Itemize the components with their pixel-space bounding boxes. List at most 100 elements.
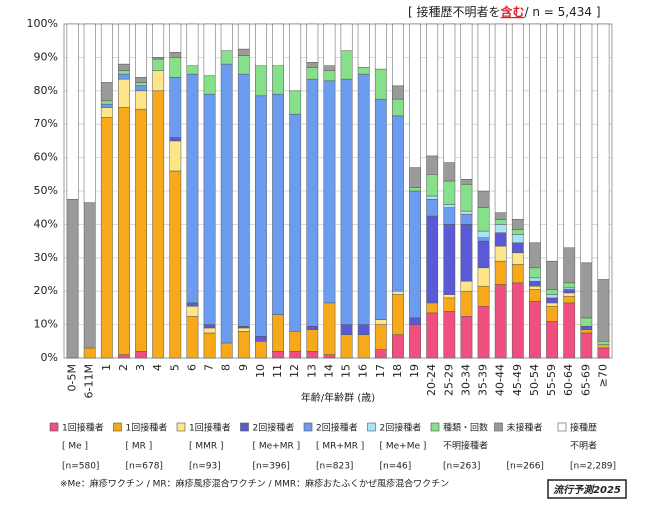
chart-title: [ 接種歴不明者を含む/ n = 5,434 ] <box>408 4 601 19</box>
bar-segment <box>494 219 507 225</box>
legend-detail: 不明接種者 <box>443 440 488 452</box>
bar-segment <box>494 245 507 262</box>
bar-segment <box>237 331 250 359</box>
bar-segment <box>255 65 267 97</box>
bar-segment <box>83 202 96 349</box>
legend-label: 接種歴 <box>570 422 597 434</box>
bar-segment <box>529 267 541 279</box>
bar-segment <box>443 23 456 163</box>
footnote: ※Me：麻疹ワクチン / MR：麻疹風疹混合ワクチン / MMR：麻疹おたふくか… <box>60 478 449 490</box>
legend-swatch <box>557 422 567 432</box>
bar-segment <box>100 107 113 118</box>
legend-swatch <box>303 422 313 432</box>
bar-segment <box>100 117 113 359</box>
legend-detail: [ MMR ] <box>189 442 224 452</box>
x-tick-label: 9 <box>237 364 250 371</box>
bar-segment <box>477 267 490 287</box>
bar-segment <box>563 295 576 304</box>
bar-segment <box>374 324 387 350</box>
x-tick-label: 6-11M <box>83 364 96 398</box>
x-tick-label: 19 <box>408 364 421 378</box>
bar-segment <box>186 305 199 317</box>
bar-segment <box>460 280 473 292</box>
bar-segment <box>477 23 490 192</box>
bar-segment <box>186 302 199 307</box>
bar-segment <box>477 240 490 269</box>
y-tick-label: 40% <box>34 217 58 230</box>
bar-segment <box>203 75 216 95</box>
bar-segment <box>546 260 558 290</box>
bar-segment <box>511 23 524 220</box>
bar-segment <box>135 351 147 359</box>
bar-segment <box>118 70 130 75</box>
bar-segment <box>563 289 576 294</box>
bar-segment <box>237 73 250 327</box>
bar-segment <box>203 327 216 334</box>
x-tick-label: 20-24 <box>425 364 438 396</box>
bar-segment <box>152 70 165 92</box>
bar-segment <box>511 264 524 284</box>
bar-segment <box>409 317 421 325</box>
legend-detail: [ Me ] <box>62 442 88 452</box>
legend-label: 2回接種者 <box>316 422 358 434</box>
legend-n: [n=2,289] <box>570 462 616 472</box>
x-tick-label: 45-49 <box>511 364 524 396</box>
bar-segment <box>186 316 199 359</box>
x-tick-label: 25-29 <box>442 364 455 396</box>
bar-segment <box>426 312 439 359</box>
bar-segment <box>306 23 319 63</box>
legend-detail: [ MR ] <box>126 442 153 452</box>
legend-n: [n=46] <box>380 462 412 472</box>
y-tick-label: 60% <box>34 151 58 164</box>
bar-segment <box>186 23 199 66</box>
x-tick-label: 60-64 <box>562 364 575 396</box>
legend-label: 未接種者 <box>507 422 543 434</box>
bar-segment <box>169 57 182 78</box>
legend-swatch <box>176 422 186 432</box>
bar-segment <box>272 93 284 315</box>
bar-segment <box>169 77 182 138</box>
bar-segment <box>100 82 113 102</box>
bar-segment <box>563 23 576 249</box>
bar-segment <box>83 347 96 359</box>
bar-segment <box>237 326 250 329</box>
legend-label: 1回接種者 <box>126 422 168 434</box>
bar-segment <box>374 23 387 70</box>
bar-segment <box>340 23 353 51</box>
bar-segment <box>135 77 147 83</box>
y-tick-label: 80% <box>34 84 58 97</box>
bar-segment <box>374 349 387 359</box>
legend-detail: [ MR+MR ] <box>316 442 364 452</box>
legend-swatch <box>367 422 376 432</box>
bar-segment <box>392 334 404 359</box>
bar-segment <box>289 23 302 92</box>
x-tick-label: 13 <box>305 364 318 378</box>
bar-segment <box>289 331 302 352</box>
bar-segment <box>494 232 507 247</box>
legend-detail: [ Me+MR ] <box>253 442 301 452</box>
bar-segment <box>289 351 302 359</box>
y-tick-label: 90% <box>34 50 58 63</box>
bar-segment <box>272 351 284 359</box>
x-tick-label: 12 <box>288 364 301 378</box>
x-tick-label: 30-34 <box>459 364 472 396</box>
bar-segment <box>118 63 130 72</box>
x-tick-label: 3 <box>134 364 147 371</box>
bar-segment <box>306 62 319 68</box>
legend-detail: [ Me+Me ] <box>380 442 427 452</box>
legend-n: [n=396] <box>253 462 290 472</box>
x-tick-label: ≥70 <box>596 364 609 387</box>
bar-segment <box>340 78 353 325</box>
bar-segment <box>323 23 336 66</box>
bar-segment <box>392 23 404 87</box>
bar-segment <box>323 302 336 355</box>
bar-segment <box>203 332 216 359</box>
bar-segment <box>563 287 576 290</box>
x-tick-label: 4 <box>151 364 164 371</box>
y-tick-label: 20% <box>34 284 58 297</box>
bar-segment <box>580 326 593 330</box>
bar-segment <box>563 302 576 359</box>
bar-segment <box>426 195 439 200</box>
bar-segment <box>392 98 404 117</box>
bar-segment <box>597 341 610 345</box>
